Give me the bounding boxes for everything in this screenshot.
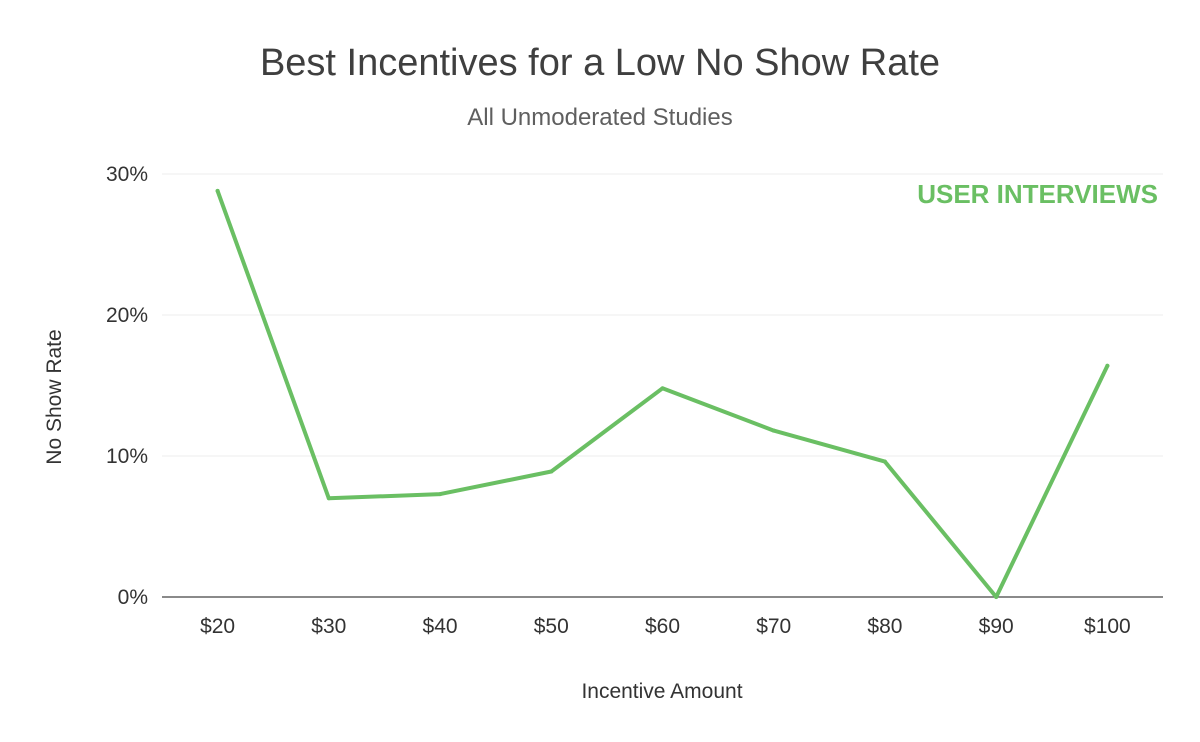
data-point	[326, 496, 331, 501]
y-tick-label: 0%	[118, 586, 148, 609]
y-axis-label: No Show Rate	[43, 329, 66, 464]
data-point	[438, 492, 443, 497]
x-axis-label: Incentive Amount	[581, 680, 742, 703]
x-tick-label: $30	[311, 615, 346, 638]
data-point	[215, 188, 220, 193]
data-point	[549, 469, 554, 474]
x-axis-ticks: $20 $30 $40 $50 $60 $70 $80 $90 $100	[200, 615, 1131, 638]
data-point	[660, 386, 665, 391]
data-point	[882, 459, 887, 464]
gridlines	[162, 173, 1163, 598]
x-tick-label: $60	[645, 615, 680, 638]
data-point	[771, 428, 776, 433]
y-axis-ticks: 0% 10% 20% 30%	[106, 163, 148, 609]
x-tick-label: $40	[423, 615, 458, 638]
data-point	[1105, 363, 1110, 368]
chart-title: Best Incentives for a Low No Show Rate	[260, 42, 940, 84]
x-tick-label: $70	[756, 615, 791, 638]
y-tick-label: 10%	[106, 445, 148, 468]
y-tick-label: 30%	[106, 163, 148, 186]
series-line	[215, 188, 1110, 599]
x-tick-label: $20	[200, 615, 235, 638]
x-tick-label: $100	[1084, 615, 1131, 638]
data-point	[994, 595, 999, 599]
series-layer	[215, 188, 1110, 599]
chart-subtitle: All Unmoderated Studies	[467, 104, 732, 131]
x-tick-label: $90	[979, 615, 1014, 638]
x-tick-label: $50	[534, 615, 569, 638]
watermark-logo-text: USER INTERVIEWS	[917, 179, 1158, 209]
x-tick-label: $80	[867, 615, 902, 638]
y-tick-label: 20%	[106, 304, 148, 327]
